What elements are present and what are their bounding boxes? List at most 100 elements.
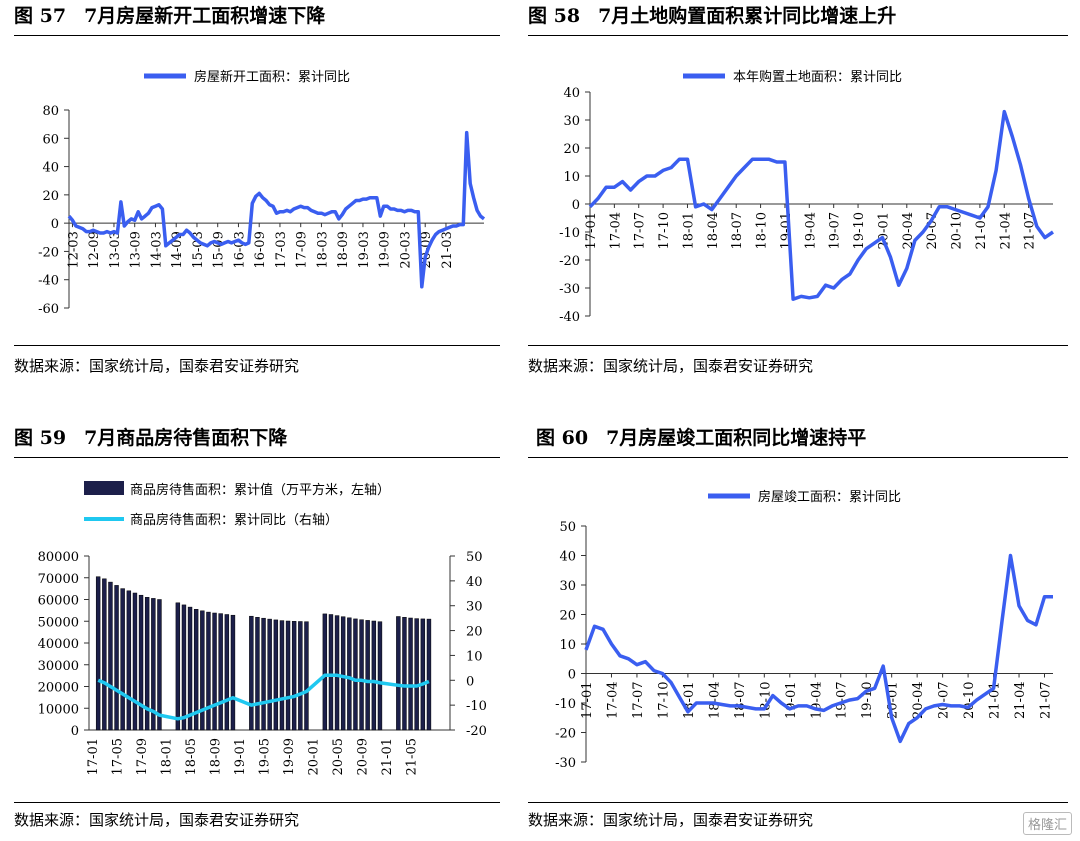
y2-tick-label: -20 (466, 724, 487, 739)
bar (426, 618, 432, 731)
y-tick-label: 40 (563, 86, 580, 101)
x-tick-label: 21-01 (380, 738, 395, 775)
y-tick-label: 10000 (38, 702, 79, 717)
y2-tick-label: -10 (466, 699, 487, 714)
legend-label: 房屋竣工面积：累计同比 (758, 489, 901, 505)
x-tick-label: 12-03 (66, 231, 81, 268)
x-tick-label: 18-01 (681, 212, 696, 249)
x-tick-label: 21-01 (974, 212, 989, 249)
x-tick-label: 20-10 (962, 682, 977, 719)
x-tick-label: 19-07 (828, 212, 843, 249)
x-tick-label: 19-01 (779, 212, 794, 249)
y-tick-label: 60000 (38, 594, 79, 609)
x-tick-label: 19-04 (803, 212, 818, 249)
bar (120, 588, 125, 731)
x-tick-label: 13-03 (108, 231, 123, 268)
x-tick-label: 17-01 (580, 682, 595, 719)
x-tick-label: 21-04 (998, 212, 1013, 249)
source-rule (528, 345, 1068, 346)
bar (102, 578, 107, 731)
x-tick-label: 20-03 (398, 231, 413, 268)
x-tick-label: 17-05 (111, 738, 126, 775)
y2-tick-label: 50 (466, 550, 483, 565)
y-tick-label: -20 (559, 254, 580, 269)
figure-heading: 7月商品房待售面积下降 (84, 427, 288, 449)
bar (279, 620, 285, 731)
y-tick-label: 20 (559, 609, 576, 624)
x-tick-label: 18-01 (682, 682, 697, 719)
bar (414, 618, 419, 731)
y2-tick-label: 0 (466, 674, 474, 689)
bar (218, 613, 223, 731)
y-tick-label: -30 (559, 282, 580, 297)
x-tick-label: 18-10 (755, 212, 770, 249)
y-tick-label: -20 (38, 245, 59, 260)
x-tick-label: 17-07 (633, 212, 648, 249)
x-tick-label: 19-01 (784, 682, 799, 719)
legend-label: 商品房待售面积：累计值（万平方米，左轴） (130, 482, 390, 498)
bar (328, 614, 334, 731)
bar (334, 615, 340, 731)
bar (267, 618, 272, 731)
x-tick-label: 21-04 (1013, 682, 1028, 719)
chart-completions: 房屋竣工面积：累计同比 50 40 30 20 10 0 -10 -20 -30 17-01 17-0… (555, 489, 1053, 771)
series-line (584, 553, 1053, 744)
x-tick-label: 18-07 (730, 212, 745, 249)
y-tick-label: 80000 (38, 550, 79, 565)
figure-title: 图 57 7月房屋新开工面积增速下降 (14, 0, 554, 32)
y-tick-label: 0 (568, 668, 576, 683)
bar (193, 609, 199, 731)
bar (114, 585, 119, 731)
y-tick-label: 10 (559, 638, 576, 653)
x-tick-label: 18-05 (184, 738, 199, 775)
series-line (588, 109, 1054, 301)
x-tick-label: 19-09 (378, 231, 393, 268)
x-tick-label: 20-04 (901, 212, 916, 249)
x-tick-label: 17-01 (584, 212, 599, 249)
x-tick-label: 19-07 (835, 682, 850, 719)
y2-tick-label: 20 (466, 625, 483, 640)
series-line-yoy (97, 673, 430, 721)
chart-unsold-area: 商品房待售面积：累计值（万平方米，左轴） 商品房待售面积：累计同比（右轴） 8000… (38, 481, 487, 775)
title-rule (528, 457, 1068, 458)
figure-title: 图 59 7月商品房待售面积下降 (14, 422, 554, 454)
y-tick-label: -40 (559, 310, 580, 325)
source-note: 数据来源：国家统计局，国泰君安证券研究 (528, 357, 814, 375)
bar (298, 621, 303, 731)
figure-number: 图 58 (528, 5, 581, 27)
x-tick-label: 18-04 (706, 212, 721, 249)
bar (420, 618, 426, 731)
x-tick-label: 19-05 (258, 738, 273, 775)
y-tick-label: 30000 (38, 659, 79, 674)
x-tick-label: 19-04 (809, 682, 824, 719)
figure-heading: 7月房屋竣工面积同比增速持平 (606, 427, 867, 449)
y-tick-label: 30 (563, 114, 580, 129)
y-tick-label: 0 (71, 724, 79, 739)
x-tick-label: 17-10 (656, 682, 671, 719)
y-tick-label: -20 (555, 727, 576, 742)
bar (175, 602, 181, 731)
bar (408, 617, 413, 731)
x-tick-label: 19-09 (282, 738, 297, 775)
figure-number: 图 59 (14, 427, 67, 449)
bar (340, 616, 346, 731)
bar (291, 621, 297, 731)
x-tick-label: 21-05 (405, 738, 420, 775)
y-tick-label: 10 (563, 170, 580, 185)
x-tick-label: 18-09 (209, 738, 224, 775)
y-tick-label: 40000 (38, 637, 79, 652)
bar (285, 620, 291, 731)
x-tick-label: 19-10 (852, 212, 867, 249)
bar (95, 576, 101, 731)
bar (206, 611, 211, 731)
bar (304, 621, 309, 731)
x-tick-label: 20-10 (950, 212, 965, 249)
chart-housing-starts: 房屋新开工面积：累计同比 80 60 40 20 0 -20 -40 -60 12-03 12-09… (38, 69, 486, 317)
x-tick-label: 13-09 (129, 231, 144, 268)
y-tick-label: -10 (559, 226, 580, 241)
title-rule (14, 457, 500, 458)
x-tick-label: 17-01 (86, 738, 101, 775)
bar (261, 617, 266, 731)
bar (365, 620, 370, 731)
x-tick-label: 18-04 (707, 682, 722, 719)
